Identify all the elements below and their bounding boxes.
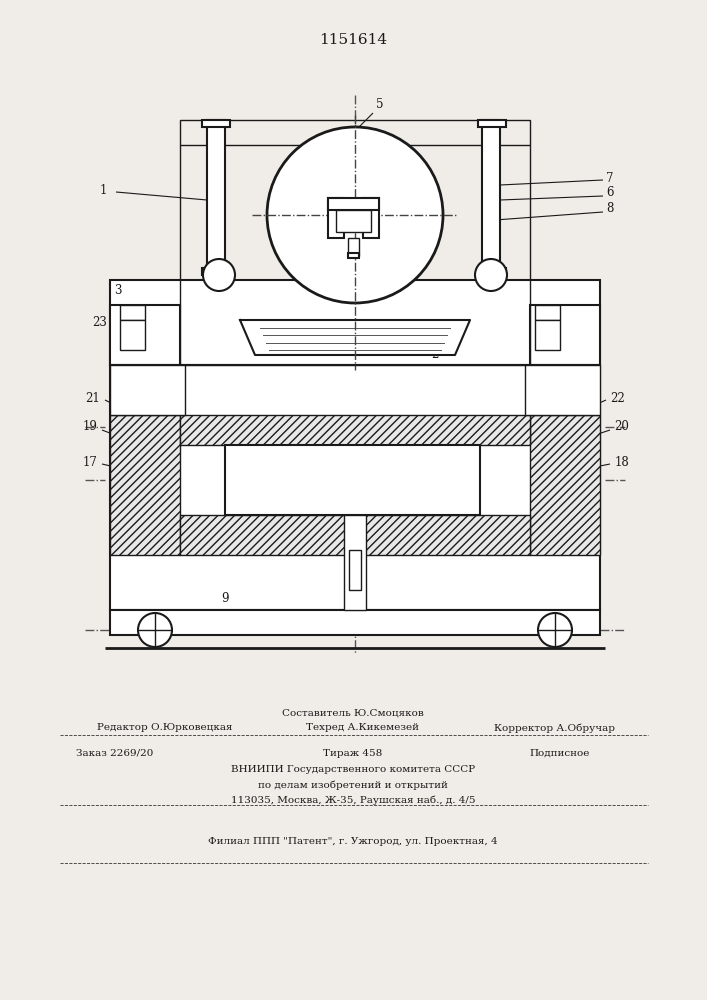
Polygon shape	[240, 320, 470, 355]
Bar	[180, 415, 530, 445]
Text: 3: 3	[115, 284, 122, 296]
Text: Редактор О.Юрковецкая: Редактор О.Юрковецкая	[98, 724, 233, 732]
Text: 19: 19	[83, 420, 98, 434]
Text: 10: 10	[341, 542, 356, 554]
Text: 8: 8	[607, 202, 614, 215]
Bar	[120, 320, 145, 350]
Text: 15: 15	[141, 544, 156, 556]
Bar	[348, 238, 359, 256]
Text: 20: 20	[614, 420, 629, 434]
Bar	[180, 515, 530, 555]
Circle shape	[267, 127, 443, 303]
Text: 17: 17	[83, 456, 98, 468]
Bar	[535, 320, 560, 350]
Bar	[110, 610, 600, 635]
Circle shape	[138, 613, 172, 647]
Text: Составитель Ю.Смоцяков: Составитель Ю.Смоцяков	[282, 708, 424, 718]
Text: ВНИИПИ Государственного комитета СССР: ВНИИПИ Государственного комитета СССР	[231, 766, 475, 774]
Text: 6: 6	[606, 186, 614, 200]
Text: по делам изобретений и открытий: по делам изобретений и открытий	[258, 780, 448, 790]
Text: 113035, Москва, Ж-35, Раушская наб., д. 4/5: 113035, Москва, Ж-35, Раушская наб., д. …	[230, 795, 475, 805]
Text: Филиал ППП "Патент", г. Ужгород, ул. Проектная, 4: Филиал ППП "Патент", г. Ужгород, ул. Про…	[208, 838, 498, 846]
Text: 1151614: 1151614	[319, 33, 387, 47]
Bar	[202, 120, 230, 127]
Bar	[328, 198, 344, 238]
Text: 11: 11	[361, 542, 375, 554]
Bar	[120, 305, 145, 320]
Bar	[110, 305, 180, 365]
Bar	[207, 120, 225, 275]
Text: 14: 14	[390, 542, 405, 554]
Bar	[363, 198, 379, 238]
Bar	[180, 120, 530, 365]
Bar	[478, 268, 506, 275]
Text: Корректор А.Обручар: Корректор А.Обручар	[494, 723, 616, 733]
Bar	[525, 365, 600, 415]
Text: 2: 2	[431, 349, 438, 361]
Bar	[344, 515, 366, 610]
Text: 23: 23	[93, 316, 107, 328]
Text: 1: 1	[99, 184, 107, 196]
Text: 12: 12	[271, 542, 286, 554]
Text: 4: 4	[264, 334, 271, 347]
Text: 7: 7	[606, 172, 614, 184]
Bar	[530, 415, 600, 555]
Bar	[482, 120, 500, 275]
Bar	[349, 550, 361, 590]
Bar	[328, 198, 379, 210]
Text: 13: 13	[165, 544, 180, 556]
Bar	[110, 280, 600, 365]
Bar	[110, 415, 180, 555]
Text: Заказ 2269/20: Заказ 2269/20	[76, 748, 153, 758]
Text: 5: 5	[376, 99, 384, 111]
Text: 9: 9	[221, 591, 229, 604]
Bar	[202, 268, 230, 275]
Circle shape	[475, 259, 507, 291]
Bar	[336, 210, 371, 232]
Text: Подписное: Подписное	[530, 748, 590, 758]
Bar	[535, 305, 560, 320]
Text: Техред А.Кикемезей: Техред А.Кикемезей	[307, 724, 419, 732]
Bar	[348, 253, 359, 258]
Circle shape	[538, 613, 572, 647]
Text: Тираж 458: Тираж 458	[323, 748, 382, 758]
Bar	[110, 365, 600, 610]
Text: 16: 16	[551, 544, 566, 556]
Bar	[110, 365, 185, 415]
Bar	[530, 305, 600, 365]
Text: 18: 18	[614, 456, 629, 468]
Bar	[225, 445, 480, 515]
Bar	[478, 120, 506, 127]
Circle shape	[203, 259, 235, 291]
Text: 21: 21	[86, 391, 100, 404]
Text: 22: 22	[611, 391, 626, 404]
